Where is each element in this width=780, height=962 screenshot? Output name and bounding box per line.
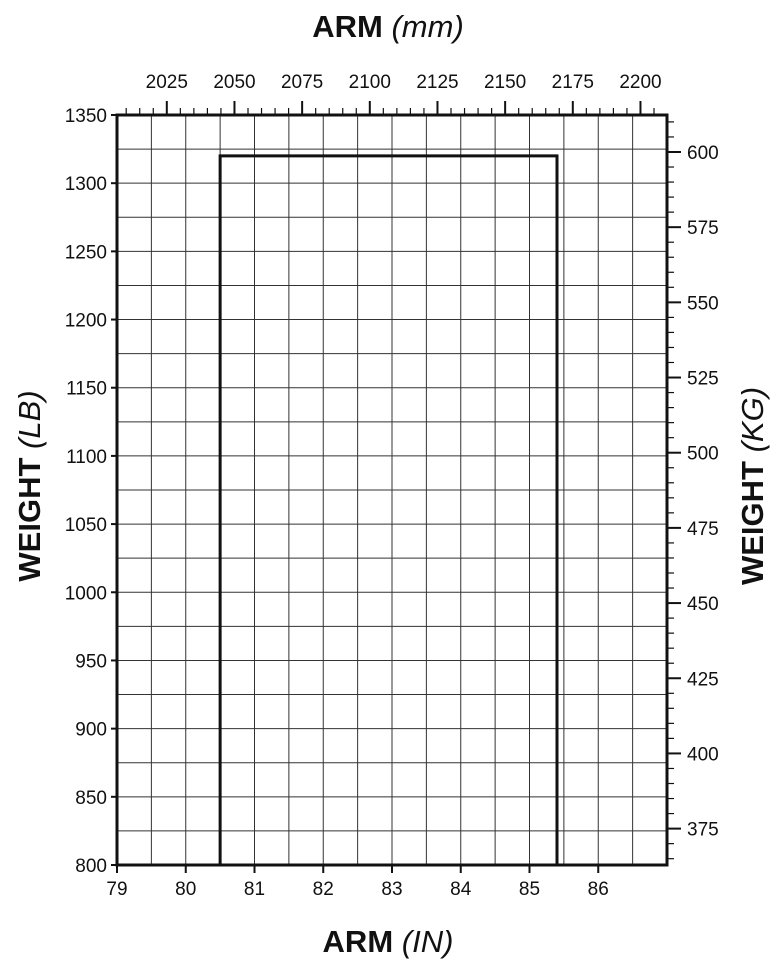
left-tick-label: 1250 (65, 242, 107, 263)
right-axis-title: WEIGHT (KG) (735, 387, 770, 585)
right-tick-label: 400 (687, 744, 719, 765)
top-tick-label: 2075 (281, 72, 323, 93)
left-tick-label: 950 (75, 651, 107, 672)
bottom-tick-label: 80 (175, 879, 196, 900)
plot-frame (115, 113, 669, 867)
left-tick-label: 1150 (66, 379, 107, 400)
bottom-axis-title-unit: (IN) (402, 924, 454, 959)
top-axis-title-main: ARM (312, 9, 383, 44)
right-tick-label: 425 (687, 669, 719, 690)
top-tick-label: 2025 (146, 72, 188, 93)
right-axis-title-main: WEIGHT (735, 461, 770, 585)
bottom-tick-label: 79 (106, 879, 127, 900)
top-axis-title: ARM (mm) (312, 9, 464, 44)
top-tick-label: 2125 (416, 72, 458, 93)
top-tick-label: 2100 (349, 72, 391, 93)
bottom-tick-label: 85 (519, 879, 540, 900)
left-tick-label: 1050 (65, 515, 107, 536)
top-tick-label: 2175 (552, 72, 594, 93)
left-tick-label: 1100 (66, 447, 107, 468)
left-axis-title-unit: (LB) (12, 390, 47, 449)
right-tick-label: 500 (687, 444, 719, 465)
tick-labels: 79 80 81 82 83 84 85 86 800 850 900 950 1000 1050 1100… (65, 72, 719, 900)
top-tick-label: 2050 (213, 72, 255, 93)
bottom-tick-label: 83 (381, 879, 402, 900)
bottom-tick-label: 84 (450, 879, 472, 900)
right-tick-label: 450 (687, 594, 719, 615)
top-tick-label: 2200 (619, 72, 661, 93)
left-tick-label: 850 (75, 788, 107, 809)
top-tick-label: 2150 (484, 72, 526, 93)
top-axis-title-unit: (mm) (391, 9, 463, 44)
bottom-axis-title-main: ARM (323, 924, 394, 959)
left-tick-label: 1300 (65, 174, 107, 195)
left-tick-label: 900 (75, 720, 107, 741)
right-tick-label: 375 (687, 820, 719, 841)
bottom-tick-label: 86 (588, 879, 609, 900)
grid-lines (117, 115, 667, 865)
envelope-series (218, 154, 559, 865)
envelope-line (218, 154, 559, 865)
right-tick-label: 475 (687, 519, 719, 540)
right-tick-label: 600 (687, 143, 719, 164)
bottom-tick-label: 82 (313, 879, 334, 900)
right-tick-label: 550 (687, 293, 719, 314)
left-tick-label: 800 (75, 856, 107, 877)
right-tick-label: 525 (687, 369, 719, 390)
left-tick-label: 1350 (65, 106, 107, 127)
bottom-axis-title: ARM (IN) (323, 924, 454, 959)
left-axis-title: WEIGHT (LB) (12, 390, 47, 581)
right-axis-title-unit: (KG) (735, 387, 770, 452)
bottom-tick-label: 81 (244, 879, 265, 900)
left-axis-title-main: WEIGHT (12, 458, 47, 582)
left-tick-label: 1000 (65, 583, 107, 604)
left-tick-label: 1200 (65, 311, 107, 332)
right-tick-label: 575 (687, 218, 719, 239)
